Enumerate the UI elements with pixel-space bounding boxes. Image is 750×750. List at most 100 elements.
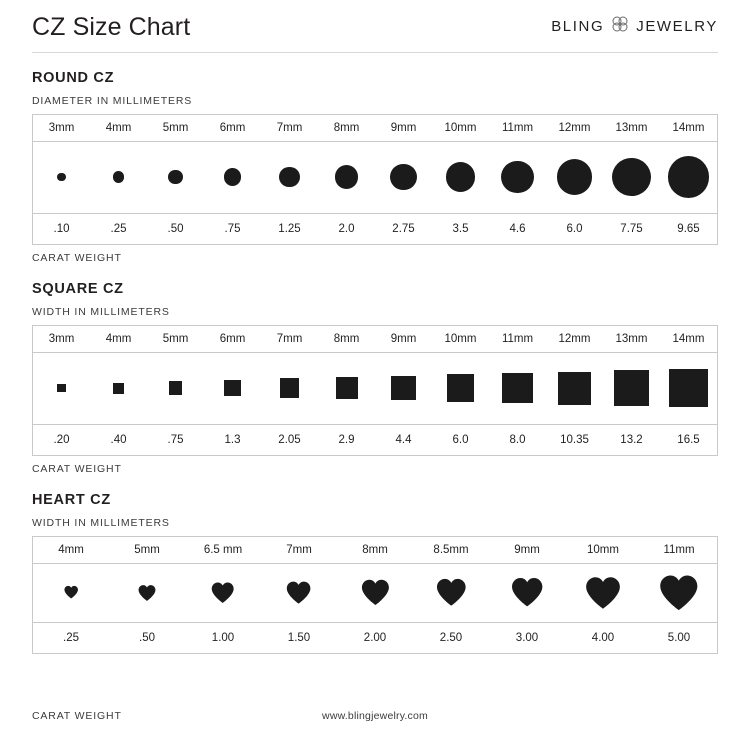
carat-cell: 16.5 [677, 433, 700, 446]
size-table: 3mm 4mm 5mm 6mm 7mm 8mm 9mm 10mm 11mm 12mm 13mm 14m… [32, 324, 718, 456]
size-cell: 10mm [444, 121, 477, 134]
square-cz-shape [558, 371, 591, 405]
carat-cell: 2.05 [278, 433, 301, 446]
shape-cell [147, 142, 204, 213]
round-cz-shape [612, 157, 651, 197]
shape-cell [660, 142, 717, 213]
heart-cz-shape [287, 581, 311, 604]
size-cell: 8mm [362, 543, 388, 556]
shape-cell [603, 142, 660, 213]
shape-cell [546, 142, 603, 213]
shape-row [33, 142, 717, 213]
shape-cell [489, 564, 565, 622]
carat-cell: 1.00 [211, 631, 235, 644]
section-heart: HEART CZ WIDTH IN MILLIMETERS 4mm 5mm 6.5 mm… [32, 492, 718, 654]
carat-cell: .50 [139, 631, 155, 644]
brand-word-right: JEWELRY [636, 17, 718, 35]
size-cell: 14mm [672, 332, 705, 345]
size-cell: 8.5mm [433, 543, 469, 556]
carat-cell: 10.35 [560, 433, 589, 446]
size-cell: 14mm [672, 121, 705, 134]
size-header-row: 4mm 5mm 6.5 mm 7mm 8mm 8.5mm 9mm 10mm 11mm [33, 537, 717, 564]
heart-cz-shape [436, 579, 466, 606]
shape-cell [603, 353, 660, 424]
size-cell: 11mm [501, 332, 534, 345]
size-cell: 7mm [276, 121, 303, 134]
section-subtitle: DIAMETER IN MILLIMETERS [32, 94, 193, 107]
carat-cell: 4.4 [395, 433, 412, 446]
shape-cell [261, 353, 318, 424]
size-cell: 4mm [58, 543, 84, 556]
size-cell: 9mm [514, 543, 540, 556]
carat-cell: .25 [110, 222, 127, 235]
size-cell: 11mm [501, 121, 534, 134]
size-cell: 4mm [105, 121, 132, 134]
square-cz-shape [613, 370, 650, 406]
shape-cell [318, 142, 375, 213]
round-cz-shape [445, 162, 476, 192]
carat-cell: 8.0 [509, 433, 526, 446]
square-cz-shape [502, 372, 533, 404]
shape-cell [337, 564, 413, 622]
size-cell: 12mm [558, 332, 591, 345]
carat-weight-label: CARAT WEIGHT [32, 462, 122, 475]
round-cz-shape [501, 160, 534, 194]
heart-cz-shape [586, 576, 620, 609]
square-cz-shape [224, 379, 241, 397]
shape-cell [109, 564, 185, 622]
size-cell: 5mm [162, 332, 189, 345]
shape-cell [318, 353, 375, 424]
heart-cz-shape [511, 578, 543, 607]
heart-cz-shape [660, 575, 698, 610]
shape-cell [660, 353, 717, 424]
size-cell: 3mm [48, 332, 75, 345]
carat-cell: 9.65 [677, 222, 700, 235]
size-cell: 8mm [333, 332, 360, 345]
clover-icon [610, 15, 630, 38]
size-cell: 6.5 mm [203, 543, 243, 556]
carat-weight-label: CARAT WEIGHT [32, 251, 122, 264]
brand-logo: BLING JEWELRY [551, 15, 718, 42]
size-cell: 6mm [219, 332, 246, 345]
shape-cell [185, 564, 261, 622]
square-cz-shape [168, 381, 183, 395]
carat-cell: 3.00 [515, 631, 539, 644]
carat-cell: .40 [110, 433, 127, 446]
section-square: SQUARE CZ WIDTH IN MILLIMETERS 3mm 4mm 5mm 6m… [32, 281, 718, 475]
round-cz-shape [223, 168, 242, 186]
carat-cell: 2.9 [338, 433, 355, 446]
carat-cell: 2.0 [338, 222, 355, 235]
size-cell: 6mm [219, 121, 246, 134]
shape-cell [261, 142, 318, 213]
carat-cell: 2.75 [392, 222, 415, 235]
square-cz-shape [669, 368, 708, 408]
shape-cell [432, 353, 489, 424]
section-title: HEART CZ [32, 491, 111, 508]
round-cz-shape [390, 163, 417, 191]
size-cell: 10mm [444, 332, 477, 345]
section-subtitle: WIDTH IN MILLIMETERS [32, 516, 170, 529]
brand-word-left: BLING [551, 17, 605, 35]
carat-row: .25 .50 1.00 1.50 2.00 2.50 3.00 4.00 5.00 [33, 621, 717, 653]
page-bottom-carat-label: CARAT WEIGHT [32, 710, 122, 722]
square-cz-shape [446, 374, 475, 402]
round-cz-shape [556, 159, 593, 195]
size-cell: 5mm [162, 121, 189, 134]
shape-cell [33, 142, 90, 213]
carat-cell: 1.3 [224, 433, 241, 446]
round-cz-shape [168, 169, 183, 185]
section-title: SQUARE CZ [32, 280, 124, 297]
square-cz-shape [391, 375, 416, 401]
shape-cell [641, 564, 717, 622]
carat-row: .20 .40 .75 1.3 2.05 2.9 4.4 6.0 8.0 10.35 13.2 16.… [33, 423, 717, 455]
size-cell: 8mm [333, 121, 360, 134]
size-cell: 10mm [587, 543, 619, 556]
carat-cell: 7.75 [620, 222, 643, 235]
heart-cz-shape [212, 582, 234, 603]
shape-cell [375, 142, 432, 213]
carat-cell: .10 [53, 222, 70, 235]
shape-cell [261, 564, 337, 622]
carat-cell: 13.2 [620, 433, 643, 446]
round-cz-shape [112, 171, 125, 183]
carat-cell: 2.00 [363, 631, 387, 644]
